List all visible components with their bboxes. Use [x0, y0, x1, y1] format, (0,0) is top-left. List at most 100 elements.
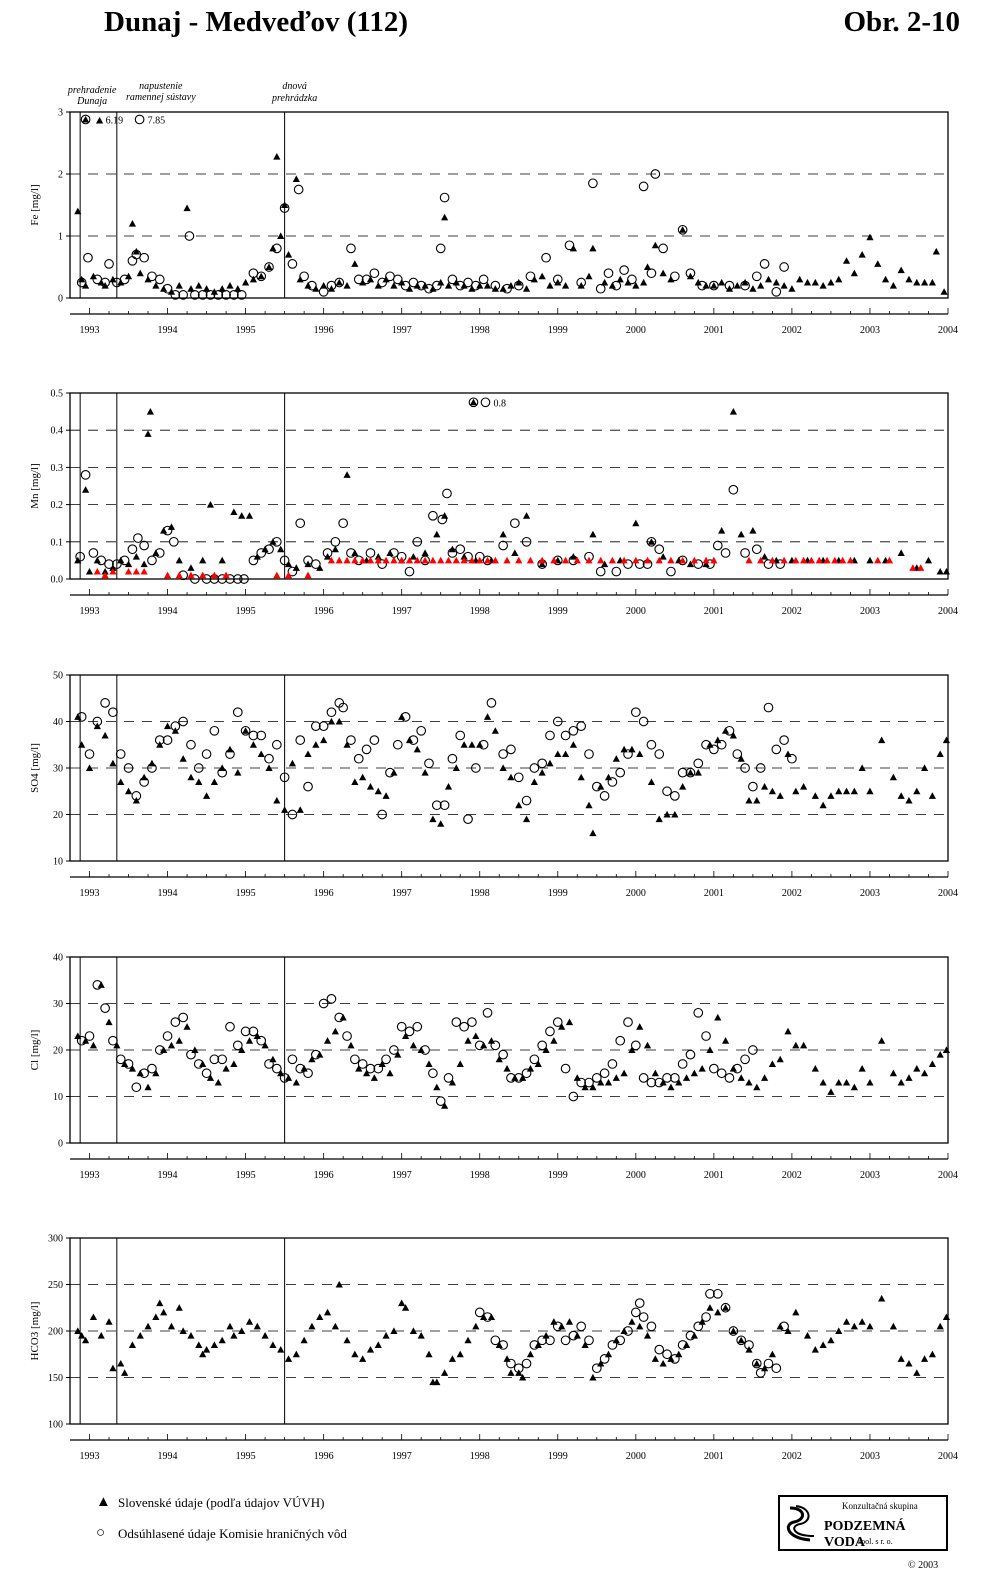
data-point-circle [287, 566, 298, 577]
data-point-circle [361, 274, 372, 285]
data-point-triangle [249, 741, 258, 748]
x-tick-label: 2003 [860, 325, 880, 336]
data-point-circle [463, 814, 473, 825]
x-tick-label: 1995 [236, 606, 256, 617]
x-tick-label: 1996 [314, 1170, 334, 1181]
data-point-triangle [163, 722, 172, 730]
data-point-circle [513, 772, 524, 783]
data-point-triangle [132, 567, 140, 575]
data-point-circle [755, 1367, 766, 1378]
data-point-triangle [441, 1102, 449, 1109]
data-point-triangle [382, 792, 390, 799]
data-point-circle [646, 739, 657, 750]
data-point-triangle [343, 741, 351, 748]
data-point-circle [131, 1082, 142, 1093]
copyright: © 2003 [908, 1560, 939, 1571]
data-point-circle [506, 744, 516, 755]
x-tick-label: 2000 [626, 1451, 646, 1462]
data-point-circle [190, 290, 200, 300]
data-point-triangle [714, 1308, 722, 1316]
data-point-triangle [601, 278, 609, 286]
data-point-triangle [721, 1037, 730, 1044]
data-point-triangle [846, 556, 855, 564]
x-tick-label: 2001 [704, 325, 724, 336]
data-point-triangle [601, 560, 609, 568]
data-point-triangle [835, 1327, 843, 1334]
data-point-triangle [522, 815, 531, 823]
data-point-triangle [425, 1060, 433, 1067]
data-point-triangle [78, 1332, 86, 1339]
data-point-triangle [526, 556, 535, 564]
data-point-triangle [374, 1341, 382, 1348]
data-point-triangle [444, 282, 453, 289]
data-point-triangle [924, 556, 933, 564]
data-point-triangle [776, 1055, 784, 1063]
y-tick-label: 0.4 [51, 426, 64, 437]
data-point-circle [740, 548, 750, 558]
data-point-triangle [721, 1304, 730, 1311]
data-point-circle [630, 1307, 641, 1318]
data-point-circle [178, 1012, 189, 1023]
data-point-circle [486, 698, 497, 708]
data-point-triangle [538, 769, 546, 776]
data-point-circle [310, 721, 321, 732]
data-point-circle [669, 271, 680, 282]
data-point-triangle [811, 792, 819, 799]
data-point-triangle [842, 787, 851, 795]
data-point-triangle [632, 519, 640, 527]
data-point-triangle [382, 1332, 390, 1339]
data-point-circle [193, 1059, 204, 1069]
data-point-triangle [187, 564, 195, 571]
y-tick-label: 50 [53, 671, 63, 682]
data-point-triangle [366, 783, 375, 790]
data-point-circle [748, 1045, 758, 1055]
figure-number: Obr. 2-10 [843, 6, 960, 38]
data-point-circle [611, 280, 622, 291]
data-point-circle [787, 753, 797, 764]
data-point-triangle [464, 1037, 472, 1044]
data-point-circle [389, 1045, 399, 1055]
data-point-triangle [784, 1027, 792, 1035]
data-point-triangle [519, 1373, 527, 1381]
data-point-circle [584, 1335, 594, 1346]
data-point-triangle [878, 736, 886, 744]
data-point-circle [147, 1063, 157, 1074]
data-point-triangle [515, 556, 523, 564]
data-point-circle [576, 277, 587, 288]
data-point-triangle [210, 778, 218, 785]
data-point-triangle [905, 1359, 913, 1367]
data-point-triangle [124, 560, 133, 568]
data-point-triangle [144, 1322, 152, 1330]
company-logo: Konzultačná skupina PODZEMNÁ VODA spol. … [778, 1495, 948, 1551]
x-tick-label: 1999 [548, 606, 568, 617]
event-label: Dunaja [76, 96, 107, 107]
data-point-circle [184, 231, 195, 241]
x-tick-label: 1996 [314, 606, 334, 617]
data-point-circle [662, 786, 672, 797]
data-point-triangle [238, 512, 246, 519]
data-point-triangle [284, 251, 293, 258]
data-point-triangle [729, 1327, 737, 1334]
outlier-value: 7.85 [148, 115, 166, 126]
data-point-triangle [819, 801, 827, 809]
y-axis-label: HCO3 [mg/l] [29, 1302, 41, 1361]
y-axis-label: Fe [mg/l] [29, 184, 41, 225]
data-point-triangle [483, 282, 492, 289]
data-point-triangle [585, 801, 593, 809]
data-point-circle [256, 548, 267, 558]
data-point-triangle [292, 175, 300, 182]
data-point-circle [677, 1340, 688, 1350]
data-point-circle [178, 716, 189, 727]
data-point-triangle [917, 564, 925, 571]
data-point-triangle [281, 201, 289, 208]
data-point-triangle [308, 1055, 316, 1063]
data-point-triangle [499, 530, 507, 538]
data-point-circle [646, 268, 657, 279]
data-point-triangle [874, 556, 882, 564]
legend-circle-label: Odsúhlasené údaje Komisie hraničných vôd [118, 1525, 347, 1541]
data-point-triangle [823, 556, 831, 564]
data-point-circle [439, 800, 450, 811]
data-point-triangle [191, 1046, 199, 1053]
logo-line2: PODZEMNÁ VODA [824, 1519, 906, 1550]
x-tick-label: 2004 [938, 1170, 958, 1181]
